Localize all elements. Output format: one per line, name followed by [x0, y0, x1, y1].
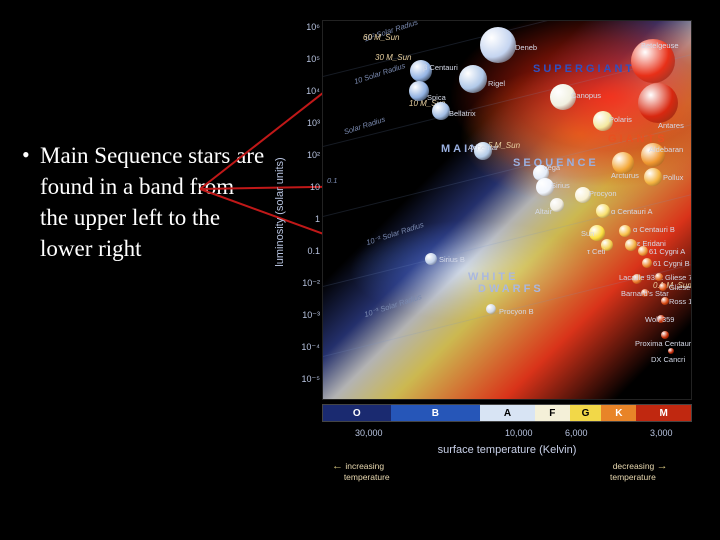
ytick: 10	[296, 182, 320, 192]
star-label: α Centauri B	[633, 225, 675, 234]
star	[668, 348, 674, 354]
radius-label: 10 Solar Radius	[353, 61, 407, 86]
star-label: Antares	[658, 121, 684, 130]
star-label: Barnard's Star	[621, 289, 669, 298]
xtick: 3,000	[650, 428, 673, 438]
star-label: Polaris	[609, 115, 632, 124]
ytick: 10⁻³	[296, 310, 320, 321]
star	[661, 331, 669, 339]
star-label: Ross 128	[669, 297, 692, 306]
star-label: β Centauri	[423, 63, 458, 72]
ytick: 10⁻⁴	[296, 342, 320, 353]
spectral-class: F	[535, 405, 570, 421]
ytick: 10²	[296, 150, 320, 160]
star	[638, 83, 678, 123]
spectral-class: M	[636, 405, 691, 421]
star-label: Betelgeuse	[641, 41, 679, 50]
spectral-class: B	[391, 405, 481, 421]
ytick: 10⁵	[296, 54, 320, 64]
spectral-bar: OBAFGKM	[322, 404, 692, 422]
star-label: α Centauri A	[611, 207, 652, 216]
ytick: 10⁶	[296, 22, 320, 32]
temp-decreasing: decreasing → temperature	[610, 460, 668, 482]
star-label: Proxima Centauri	[635, 339, 692, 348]
star-label: Gliese 725 B	[669, 283, 692, 292]
star-label: Rigel	[488, 79, 505, 88]
plot-area: SUPERGIANTSMAINSEQUENCEGIANTSWHITEDWARFS…	[322, 20, 692, 400]
xtick: 10,000	[505, 428, 533, 438]
star-label: Sirius B	[439, 255, 465, 264]
star-label: τ Ceti	[587, 247, 605, 256]
spectral-class: O	[323, 405, 391, 421]
star-label: DX Cancri	[651, 355, 685, 364]
radius-label: 10⁻³ Solar Radius	[363, 292, 423, 319]
ytick: 0.1	[296, 246, 320, 256]
star-label: Sun	[581, 229, 594, 238]
y-axis-label: luminosity (solar units)	[274, 157, 286, 266]
star-label: Aldebaran	[649, 145, 683, 154]
region-label: SUPERGIANTS	[533, 63, 645, 75]
star	[644, 168, 662, 186]
star-label: Gliese 725 A	[665, 273, 692, 282]
region-label: DWARFS	[478, 283, 544, 295]
ytick: 1	[296, 214, 320, 224]
star-label: Procyon B	[499, 307, 534, 316]
radius-label: Solar Radius	[343, 115, 387, 137]
ytick: 10⁻²	[296, 278, 320, 289]
star-label: Achernar	[468, 143, 498, 152]
star-label: Altair	[535, 207, 552, 216]
star-label: Arcturus	[611, 171, 639, 180]
star	[655, 273, 663, 281]
star	[619, 225, 631, 237]
star-label: 61 Cygni A	[649, 247, 685, 256]
star-label: Canopus	[571, 91, 601, 100]
star	[661, 297, 669, 305]
hr-diagram: luminosity (solar units) 10⁶10⁵10⁴10³10²…	[280, 12, 700, 482]
star-label: Pollux	[663, 173, 683, 182]
star-label: 61 Cygni B	[653, 259, 690, 268]
star-label: Procyon	[589, 189, 617, 198]
radius-label: 0.1	[327, 176, 337, 185]
star-label: Bellatrix	[449, 109, 476, 118]
star-label: Wolf 359	[645, 315, 674, 324]
star	[486, 304, 496, 314]
spectral-class: A	[480, 405, 535, 421]
star	[425, 253, 437, 265]
ytick: 10³	[296, 118, 320, 128]
spectral-class: G	[570, 405, 602, 421]
spectral-class: K	[601, 405, 636, 421]
mass-label: 30 M_Sun	[375, 53, 411, 62]
bullet-item: Main Sequence stars are found in a band …	[18, 140, 268, 264]
star	[596, 204, 610, 218]
bullet-text: Main Sequence stars are found in a band …	[18, 140, 268, 264]
ytick: 10⁻⁵	[296, 374, 320, 385]
star-label: Spica	[427, 93, 446, 102]
xtick: 6,000	[565, 428, 588, 438]
star	[642, 258, 652, 268]
region-label: WHITE	[468, 271, 518, 283]
ytick: 10⁴	[296, 86, 320, 96]
star	[550, 198, 564, 212]
star	[638, 246, 648, 256]
star-label: Sirius	[551, 181, 570, 190]
mass-label: 60 M_Sun	[363, 33, 399, 42]
star	[409, 81, 429, 101]
x-axis-label: surface temperature (Kelvin)	[322, 444, 692, 456]
star	[480, 27, 516, 63]
star	[459, 65, 487, 93]
star-label: Vega	[543, 163, 560, 172]
star	[625, 239, 637, 251]
region-label: GIANTS	[608, 133, 668, 145]
star	[432, 102, 450, 120]
temp-increasing: ← increasing temperature	[332, 460, 390, 482]
radius-label: 10⁻² Solar Radius	[365, 220, 425, 247]
star-label: Deneb	[515, 43, 537, 52]
xtick: 30,000	[355, 428, 383, 438]
